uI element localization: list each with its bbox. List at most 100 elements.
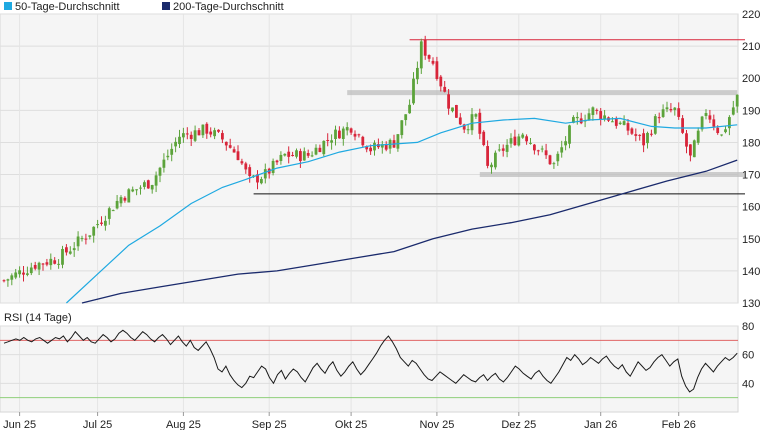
rsi-tick-label: 40 (742, 378, 754, 390)
candle-up (80, 238, 84, 240)
candle-up (314, 147, 318, 155)
candle-down (685, 133, 688, 147)
candle-down (185, 133, 189, 135)
candle-down (626, 123, 630, 131)
candle-up (474, 114, 478, 117)
candle-up (330, 140, 333, 143)
candle-up (419, 41, 423, 69)
candle-up (154, 175, 158, 186)
candle-up (107, 208, 111, 219)
candle-down (599, 111, 603, 120)
candle-up (334, 129, 337, 140)
candle-up (556, 153, 560, 162)
candle-down (41, 263, 45, 265)
candle-up (57, 263, 60, 265)
candle-down (205, 123, 209, 134)
candle-up (696, 130, 700, 143)
candle-down (318, 147, 322, 153)
candle-down (224, 141, 228, 146)
candle-down (657, 117, 661, 119)
candle-up (700, 116, 704, 130)
candle-down (100, 222, 103, 224)
candle-up (178, 136, 181, 145)
rsi-levels (0, 339, 738, 399)
candle-up (552, 163, 556, 165)
candle-up (139, 187, 142, 189)
candle-down (236, 151, 240, 161)
rsi-panel-background (0, 325, 739, 413)
candle-up (517, 136, 521, 146)
candle-up (88, 235, 92, 237)
candle-up (653, 116, 657, 134)
candle-down (338, 130, 341, 139)
price-tick-label: 160 (742, 202, 760, 214)
candle-up (490, 164, 493, 168)
candle-down (369, 147, 372, 152)
candle-down (455, 104, 458, 118)
candle-up (618, 122, 622, 124)
candle-down (299, 151, 302, 162)
candle-up (271, 160, 275, 174)
candle-up (646, 132, 649, 144)
candle-up (591, 107, 595, 116)
x-tick-label: Feb 26 (662, 419, 696, 430)
candle-up (470, 114, 474, 131)
candle-up (14, 272, 18, 278)
candle-up (193, 130, 197, 141)
candle-down (614, 118, 618, 126)
legend-swatch-50-day (4, 2, 12, 11)
candle-down (240, 161, 244, 164)
candle-down (248, 167, 252, 177)
candle-up (111, 210, 115, 212)
candle-down (525, 136, 528, 142)
legend-swatch-200-day (162, 2, 170, 11)
candle-up (396, 134, 400, 149)
x-tick-label: Dez 25 (501, 419, 536, 430)
candle-down (689, 144, 692, 156)
ma200-line (81, 159, 738, 304)
candle-up (416, 67, 419, 80)
rsi-tick-label: 60 (742, 350, 754, 362)
candle-up (10, 275, 14, 280)
price-y-axis: 130 140 150 160 170 180 190 200 210 220 (742, 9, 760, 310)
candle-down (634, 134, 638, 136)
candle-down (275, 160, 279, 163)
candle-up (345, 127, 349, 131)
candle-up (373, 142, 376, 151)
candle-up (260, 179, 263, 184)
x-tick-label: Sep 25 (252, 419, 287, 430)
candle-down (548, 155, 552, 165)
rsi-y-axis: 40 60 80 (742, 321, 754, 390)
candle-up (61, 248, 64, 265)
candle-up (115, 200, 119, 209)
candle-down (189, 134, 193, 140)
candle-up (529, 142, 532, 144)
candle-down (501, 148, 505, 151)
candle-up (611, 121, 614, 123)
candle-up (494, 152, 497, 168)
candle-down (439, 76, 443, 87)
x-tick-label: Aug 25 (166, 419, 201, 430)
candle-down (642, 133, 645, 146)
candle-up (521, 134, 525, 138)
candle-down (22, 272, 25, 275)
candle-down (677, 108, 681, 117)
candle-down (357, 134, 361, 136)
candle-down (365, 146, 369, 150)
price-grid (0, 13, 738, 304)
candle-up (400, 120, 404, 136)
x-tick-label: Jul 25 (83, 419, 112, 430)
candle-up (564, 141, 567, 146)
candle-up (263, 169, 267, 179)
candle-up (451, 107, 454, 112)
rsi-line (3, 329, 738, 393)
candle-up (322, 140, 326, 155)
candle-down (544, 150, 548, 156)
candle-up (76, 236, 80, 247)
candle-up (310, 155, 314, 157)
price-tick-label: 220 (742, 9, 760, 21)
price-tick-label: 170 (742, 170, 760, 182)
candle-down (353, 133, 357, 137)
candle-up (119, 197, 123, 204)
candle-down (228, 145, 232, 148)
